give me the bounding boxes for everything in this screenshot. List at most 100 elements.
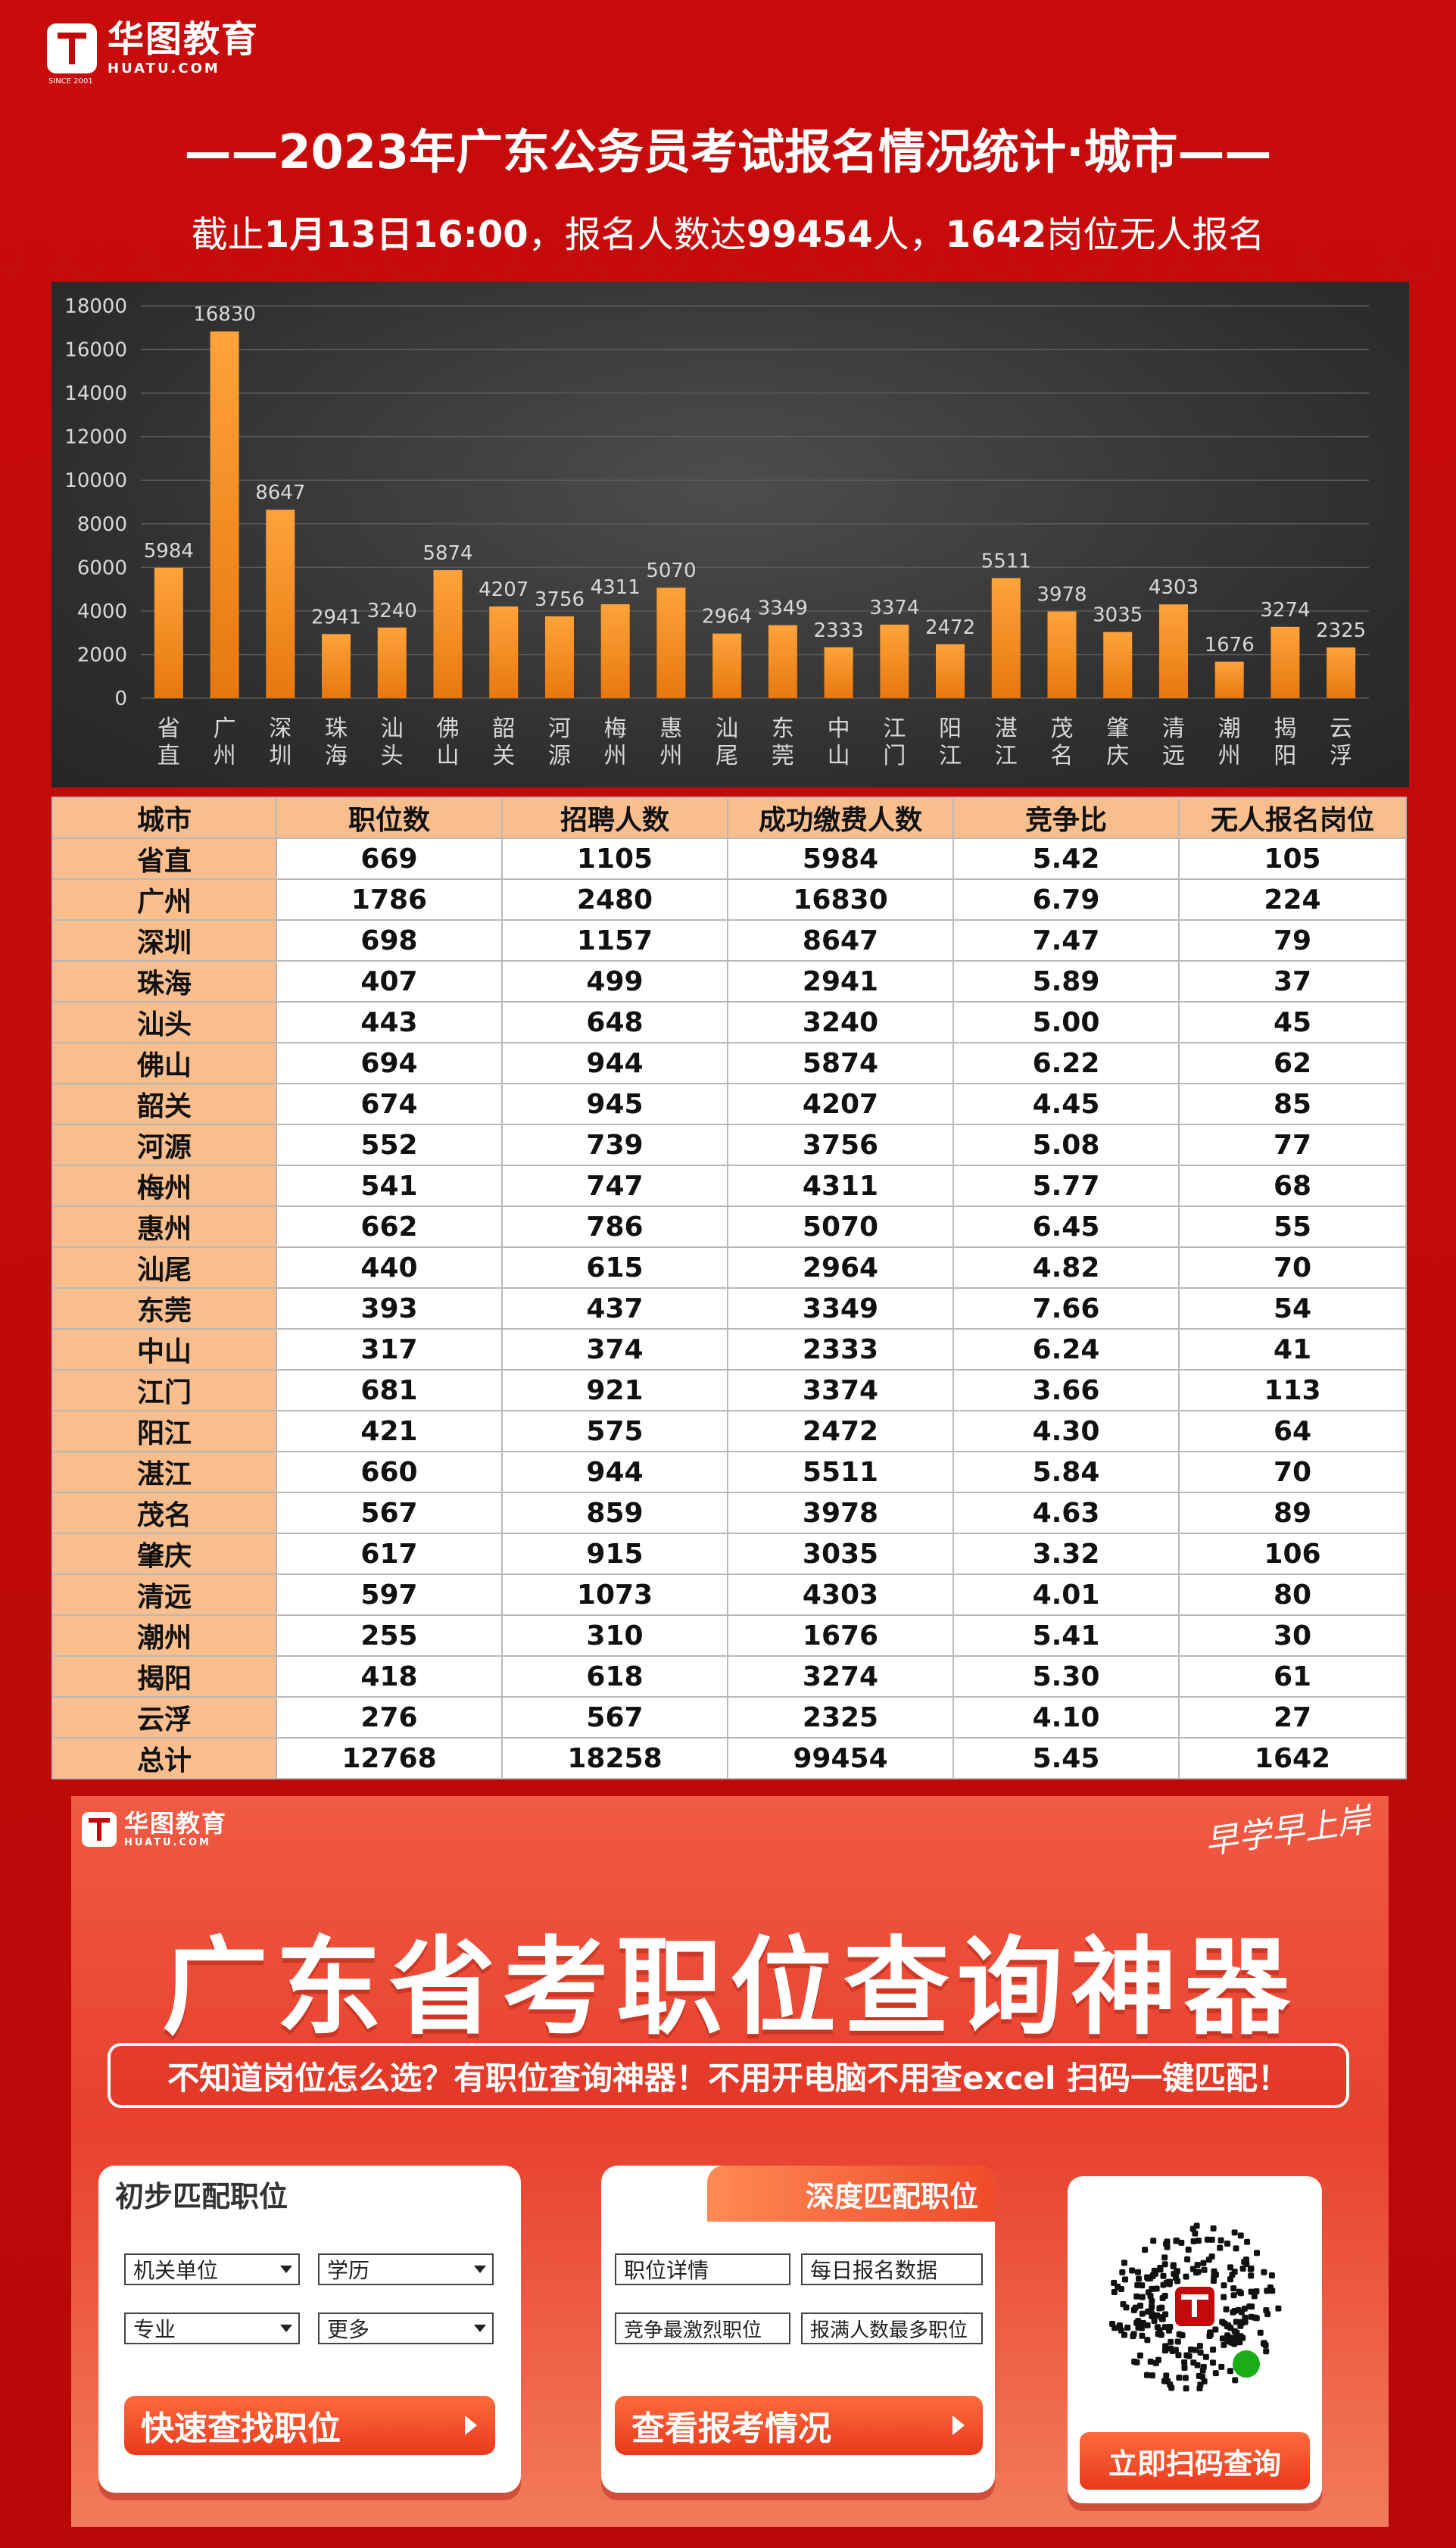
table-cell: 945: [501, 1083, 728, 1125]
x-tick-label: 海: [325, 743, 348, 769]
table-cell: 310: [501, 1614, 728, 1657]
scan-query-button[interactable]: 立即扫码查询: [1080, 2432, 1310, 2490]
x-tick-label: 云: [1330, 716, 1352, 742]
chevron-down-icon: [280, 2325, 292, 2332]
promo-banner[interactable]: 华图教育 HUATU.COM 早学早上岸 广东省考职位查询神器 不知道岗位怎么选…: [71, 1796, 1389, 2527]
table-cell: 374: [501, 1328, 728, 1371]
bar: [377, 627, 407, 698]
table-cell: 113: [1178, 1369, 1407, 1411]
option-job-detail[interactable]: 职位详情: [615, 2253, 790, 2285]
select-major-label: 专业: [133, 2317, 176, 2342]
bar: [489, 606, 519, 698]
option-job-detail-label: 职位详情: [624, 2258, 709, 2283]
table-cell: 669: [276, 837, 503, 880]
data-label: 8647: [255, 482, 305, 504]
table-cell: 739: [501, 1124, 728, 1166]
table-cell: 859: [501, 1492, 728, 1534]
page-title: ——2023年广东公务员考试报名情况统计·城市——: [184, 124, 1272, 179]
table-header-row: 城市 职位数 招聘人数 成功缴费人数 竞争比 无人报名岗位: [51, 797, 1407, 839]
table-cell: 5.08: [952, 1124, 1180, 1166]
banner-brand-cn: 华图教育: [124, 1809, 228, 1838]
table-row: 揭阳 418 618 3274 5.30 61: [51, 1655, 1407, 1698]
x-tick-label: 州: [214, 743, 236, 769]
select-more-label: 更多: [327, 2317, 370, 2342]
x-tick-label: 汕: [716, 716, 738, 742]
table-cell: 2941: [727, 960, 954, 1003]
table-cell: 4.63: [952, 1492, 1180, 1534]
table-cell: 41: [1178, 1328, 1407, 1371]
table-cell: 1157: [501, 919, 728, 962]
table-cell: 6.79: [952, 878, 1180, 921]
table-cell: 681: [276, 1369, 503, 1411]
x-tick-label: 河: [548, 716, 571, 742]
table-cell: 552: [276, 1124, 503, 1166]
data-label: 2325: [1316, 619, 1366, 642]
bar: [1270, 626, 1300, 698]
bar: [824, 647, 853, 698]
huatu-logo-icon: [82, 1812, 117, 1847]
table-row: 省直 669 1105 5984 5.42 105: [51, 837, 1407, 880]
table-cell: 915: [501, 1533, 728, 1575]
table-cell: 1786: [276, 878, 503, 921]
table-cell: 660: [276, 1451, 503, 1493]
data-label: 3349: [758, 597, 808, 620]
table-cell: 3.66: [952, 1369, 1180, 1411]
table-cell: 62: [1178, 1042, 1407, 1084]
option-daily-data[interactable]: 每日报名数据: [801, 2253, 983, 2285]
table-cell: 407: [276, 960, 503, 1003]
subtitle-middle: ，报名人数达: [528, 214, 747, 256]
table-cell: 64: [1178, 1410, 1407, 1452]
data-label: 4311: [591, 576, 641, 599]
table-cell: 224: [1178, 878, 1407, 921]
data-label: 2333: [814, 619, 864, 642]
table-city-cell: 佛山: [51, 1042, 277, 1084]
x-tick-label: 门: [883, 743, 906, 769]
quick-search-button[interactable]: 快速查找职位: [124, 2396, 495, 2455]
view-status-button[interactable]: 查看报考情况: [615, 2396, 983, 2455]
x-tick-label: 汕: [381, 716, 404, 742]
x-tick-label: 东: [772, 716, 794, 742]
table-cell: 3756: [727, 1124, 954, 1166]
select-education[interactable]: 学历: [318, 2253, 494, 2285]
bar: [322, 634, 351, 698]
x-tick-label: 山: [437, 743, 460, 769]
select-unit[interactable]: 机关单位: [124, 2253, 300, 2285]
quick-search-label: 快速查找职位: [141, 2409, 341, 2448]
table-cell: 4.01: [952, 1573, 1180, 1616]
qr-code-icon[interactable]: [1081, 2193, 1308, 2420]
table-cell: 3035: [727, 1533, 954, 1575]
bar-chart: 0 2000 4000 6000 8000 10000 12000 14000 16000 180…: [51, 282, 1409, 787]
bar: [544, 616, 574, 698]
table-cell: 5511: [727, 1451, 954, 1493]
table-cell: 4.82: [952, 1246, 1180, 1289]
table-cell: 5.41: [952, 1614, 1180, 1657]
data-label: 3756: [535, 588, 585, 611]
data-label: 3374: [869, 597, 919, 619]
table-row: 深圳 698 1157 8647 7.47 79: [51, 919, 1407, 962]
select-major[interactable]: 专业: [124, 2313, 300, 2344]
option-most-applicants[interactable]: 报满人数最多职位: [801, 2313, 983, 2344]
table-row: 江门 681 921 3374 3.66 113: [51, 1369, 1407, 1411]
table-city-cell: 东莞: [51, 1287, 277, 1330]
data-label: 4303: [1149, 576, 1199, 599]
card-basic-match: 初步匹配职位 机关单位 学历 专业 更多 快速查找职位: [98, 2166, 521, 2493]
subtitle-no-apply: 1642: [945, 214, 1047, 256]
table-cell: 393: [276, 1287, 503, 1330]
subtitle-prefix: 截止: [191, 214, 264, 256]
table-cell: 944: [501, 1042, 728, 1084]
table-cell: 5.77: [952, 1165, 1180, 1207]
bar: [154, 567, 183, 698]
select-more[interactable]: 更多: [318, 2313, 494, 2344]
table-cell: 8647: [727, 919, 954, 962]
table-city-cell: 梅州: [51, 1165, 277, 1207]
table-cell: 1676: [727, 1614, 954, 1657]
y-tick-label: 10000: [64, 469, 127, 492]
x-tick-label: 梅: [604, 716, 627, 742]
table-row: 汕尾 440 615 2964 4.82 70: [51, 1246, 1407, 1289]
bar: [1214, 661, 1244, 698]
x-tick-label: 莞: [772, 743, 794, 769]
table-cell: 2472: [727, 1410, 954, 1452]
bar: [1327, 647, 1356, 698]
option-most-competitive[interactable]: 竞争最激烈职位: [615, 2313, 790, 2344]
table-cell: 698: [276, 919, 503, 962]
